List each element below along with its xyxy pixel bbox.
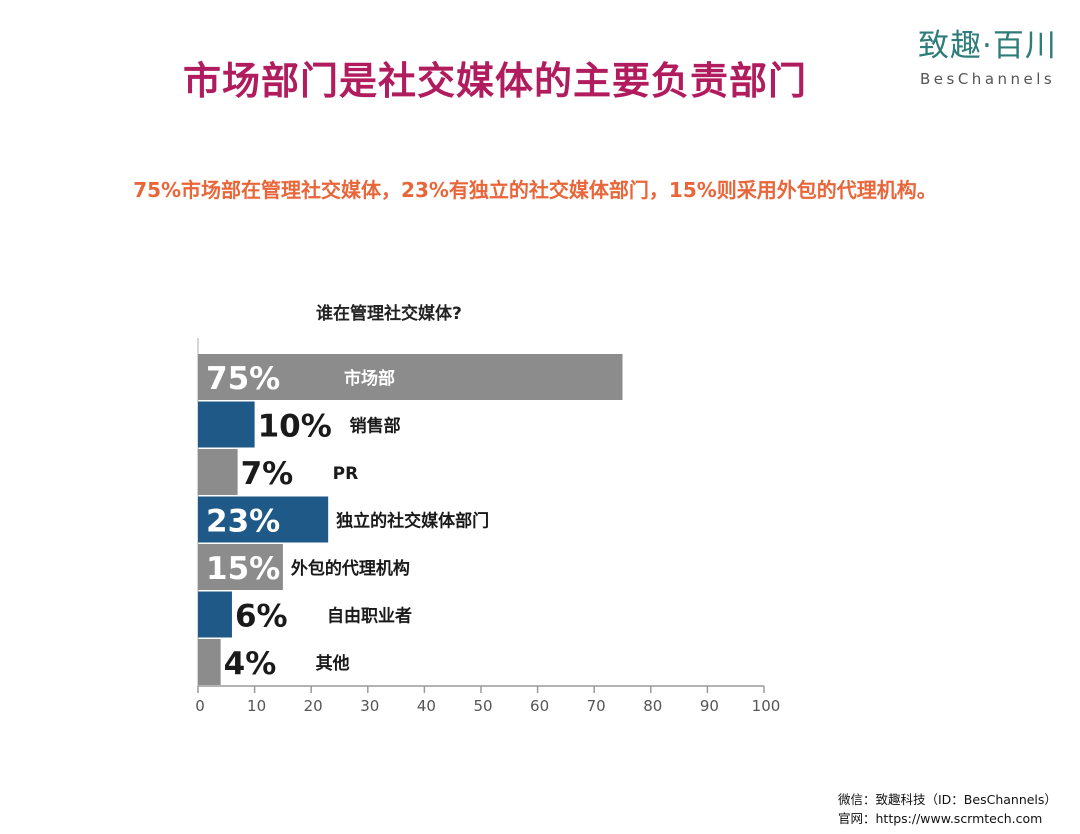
x-tick-label-1: 10 (247, 697, 266, 715)
value-label-2: 7% (241, 456, 294, 492)
x-tick-label-6: 60 (530, 697, 549, 715)
value-label-5: 6% (235, 599, 288, 635)
bar-6 (198, 639, 221, 685)
category-label-4: 外包的代理机构 (291, 558, 410, 579)
category-label-5: 自由职业者 (327, 606, 412, 627)
footer: 微信：致趣科技（ID：BesChannels） 官网：https://www.s… (838, 790, 1057, 828)
value-label-1: 10% (258, 409, 332, 445)
bar-2 (198, 449, 238, 495)
value-label-0: 75% (206, 361, 280, 397)
x-tick-label-9: 90 (700, 697, 719, 715)
bar-5 (198, 591, 232, 638)
value-label-6: 4% (224, 646, 277, 682)
category-label-0: 市场部 (344, 368, 395, 389)
category-label-2: PR (333, 464, 359, 484)
x-tick-label-2: 20 (304, 697, 323, 715)
logo-chinese-text: 致趣·百川 (918, 28, 1057, 64)
bar-0 (198, 354, 623, 400)
x-tick-label-4: 40 (417, 697, 436, 715)
x-tick-label-8: 80 (643, 697, 662, 715)
footer-website: 官网：https://www.scrmtech.com (838, 811, 1043, 826)
x-tick-label-0: 0 (195, 697, 205, 715)
category-label-1: 销售部 (350, 416, 401, 437)
x-tick-label-5: 50 (473, 697, 492, 715)
bar-3 (198, 496, 329, 543)
value-label-3: 23% (206, 504, 280, 540)
category-label-3: 独立的社交媒体部门 (336, 511, 489, 532)
brand-logo: 致趣·百川 BesChannels (918, 20, 1078, 100)
slide-subtitle: 75%市场部在管理社交媒体，23%有独立的社交媒体部门，15%则采用外包的代理机… (133, 178, 937, 202)
x-tick-label-3: 30 (360, 697, 379, 715)
x-tick-label-10: 100 (752, 697, 781, 715)
chart-title: 谁在管理社交媒体? (316, 304, 462, 324)
footer-wechat: 微信：致趣科技（ID：BesChannels） (838, 792, 1057, 807)
bar-4 (198, 544, 283, 590)
logo-english-text: BesChannels (920, 70, 1056, 88)
slide-title: 市场部门是社交媒体的主要负责部门 (182, 59, 807, 103)
category-label-6: 其他 (316, 653, 350, 674)
value-label-4: 15% (206, 551, 280, 587)
bar-1 (198, 401, 255, 448)
x-tick-label-7: 70 (587, 697, 606, 715)
